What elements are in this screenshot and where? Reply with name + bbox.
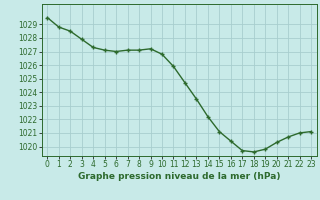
X-axis label: Graphe pression niveau de la mer (hPa): Graphe pression niveau de la mer (hPa) (78, 172, 280, 181)
